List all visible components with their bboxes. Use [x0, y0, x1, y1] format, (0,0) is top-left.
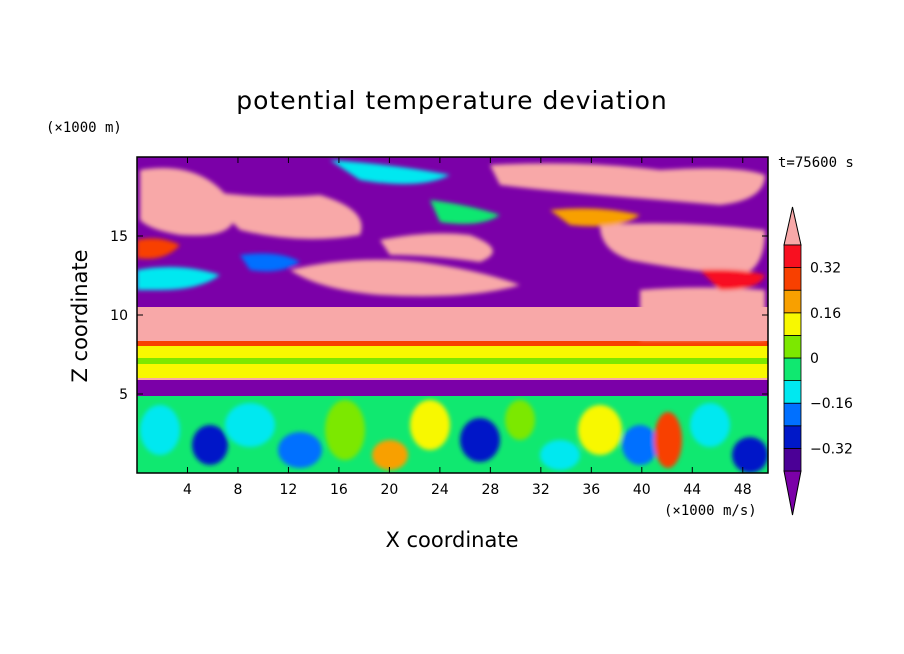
x-tick-label: 4 — [183, 482, 192, 498]
chart-title: potential temperature deviation — [236, 86, 668, 115]
x-tick-label: 32 — [532, 482, 550, 498]
field-band-purple — [137, 378, 768, 396]
colorbar-swatch — [783, 244, 802, 269]
x-tick-label: 28 — [481, 482, 499, 498]
colorbar-swatch — [783, 380, 802, 404]
y-tick-label: 10 — [110, 308, 128, 324]
colorbar-extend-low — [783, 470, 802, 516]
y-axis-ticks: 5 10 15 — [110, 229, 768, 403]
colorbar-label: 0.32 — [810, 261, 841, 277]
x-axis-label: X coordinate — [385, 528, 519, 552]
x-tick-label: 24 — [431, 482, 449, 498]
y-tick-label: 15 — [110, 229, 128, 245]
x-tick-label: 20 — [380, 482, 398, 498]
colorbar-label: −0.16 — [810, 396, 853, 412]
y-axis-label: Z coordinate — [68, 249, 92, 383]
colorbar-label: 0.16 — [810, 306, 841, 322]
colorbar-swatch — [783, 312, 802, 336]
heatmap-field — [137, 157, 768, 473]
x-tick-label: 48 — [734, 482, 752, 498]
colorbar-swatch — [783, 402, 802, 427]
field-band-red — [137, 338, 768, 346]
colorbar-label: 0 — [810, 351, 819, 367]
x-tick-label: 40 — [633, 482, 651, 498]
colorbar-swatch — [783, 334, 802, 359]
x-tick-label: 12 — [280, 482, 298, 498]
colorbar-label: −0.32 — [810, 441, 853, 457]
colorbar-swatch — [783, 447, 802, 472]
field-upper-blobs — [137, 160, 765, 340]
x-tick-label: 8 — [233, 482, 242, 498]
y-tick-label: 5 — [119, 387, 128, 403]
x-tick-label: 36 — [582, 482, 600, 498]
colorbar-extend-high — [783, 206, 802, 246]
field-lower-blobs — [140, 400, 768, 473]
x-tick-label: 16 — [330, 482, 348, 498]
colorbar-swatch — [783, 267, 802, 291]
colorbar-swatch — [783, 357, 802, 382]
y-axis-unit: (×1000 m) — [46, 120, 122, 136]
colorbar: 0.32 0.16 0 −0.16 −0.32 — [783, 206, 853, 516]
x-tick-label: 44 — [683, 482, 701, 498]
time-label: t=75600 s — [778, 155, 854, 171]
x-axis-ticks: 4 8 12 16 20 24 28 32 36 40 44 48 — [183, 157, 752, 498]
colorbar-swatch — [783, 289, 802, 314]
colorbar-swatch — [783, 425, 802, 449]
x-axis-unit: (×1000 m/s) — [664, 503, 757, 519]
field-band-green-thin — [137, 358, 768, 364]
